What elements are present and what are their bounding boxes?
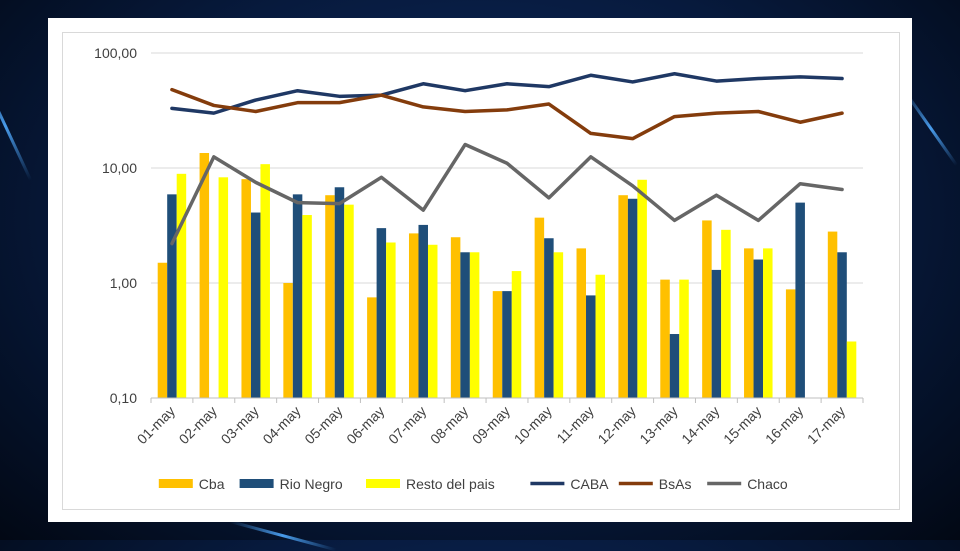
x-tick-label: 02-may [176,403,220,447]
y-axis-ticks: 100,00 10,00 1,00 0,10 [94,45,137,406]
bar-resto-del-pais [176,173,187,398]
bar-resto-del-pais [260,164,270,398]
bar-rio-negro [544,238,554,398]
bars [157,153,857,398]
bar-cba [702,220,712,398]
x-tick-label: 14-may [678,403,722,447]
bar-rio-negro [795,202,805,398]
bar-rio-negro [711,269,722,398]
bar-rio-negro [292,194,303,398]
legend-label-bsas: BsAs [659,476,692,492]
bar-cba [367,297,377,398]
legend-swatch-rio-negro [239,479,274,488]
bar-cba [450,237,461,398]
bar-resto-del-pais [637,179,647,398]
x-tick-label: 07-may [385,403,429,447]
x-tick-label: 09-may [469,403,513,447]
bar-rio-negro [167,194,177,398]
line-bsas [170,87,844,141]
bar-resto-del-pais [679,279,689,398]
bar-resto-del-pais [386,242,396,398]
legend-label-cba: Cba [199,476,225,492]
legend: Cba Rio Negro Resto del pais CABA BsAs Chaco [158,476,788,492]
background-streak [0,70,33,181]
bar-cba [827,231,838,398]
legend-label-chaco: Chaco [747,476,788,492]
bar-cba [283,283,293,398]
x-tick-label: 17-may [804,403,848,447]
legend-label-resto-del-pais: Resto del pais [406,476,495,492]
bar-resto-del-pais [721,229,731,398]
bar-cba [744,248,754,398]
y-tick-label: 1,00 [110,275,137,291]
bar-cba [157,262,168,398]
bar-rio-negro [250,212,261,398]
bar-resto-del-pais [511,271,522,398]
y-tick-label: 10,00 [102,160,137,176]
x-tick-label: 15-may [720,403,764,447]
bar-rio-negro [586,295,596,398]
bar-cba [785,289,796,398]
bar-cba [618,195,628,398]
y-tick-label: 100,00 [94,45,137,61]
x-tick-label: 04-may [259,403,303,447]
bar-cba [408,233,419,398]
x-tick-label: 06-may [343,403,387,447]
lines [170,72,844,246]
x-axis-ticks: 01-may02-may03-may04-may05-may06-may07-m… [134,403,848,447]
bar-rio-negro [502,291,512,398]
x-tick-label: 03-may [218,403,262,447]
x-tick-label: 05-may [301,403,345,447]
slide-panel: 100,00 10,00 1,00 0,10 01-may 02-may 03-may 04… [48,18,912,522]
line-chaco [170,142,844,246]
bar-rio-negro [627,198,638,398]
bar-resto-del-pais [302,215,312,398]
x-tick-label: 13-may [636,403,680,447]
bar-resto-del-pais [218,177,229,398]
bar-cba [576,248,587,398]
background-streak [229,520,337,551]
x-tick-label: 08-may [427,403,471,447]
bar-cba [534,217,545,398]
x-tick-label: 11-may [553,403,597,447]
x-tick-label: 16-may [762,403,806,447]
line-caba [170,72,844,115]
bar-rio-negro [334,187,345,398]
legend-swatch-cba [158,479,193,488]
legend-label-rio-negro: Rio Negro [280,476,343,492]
bar-rio-negro [460,252,470,398]
bar-cba [492,291,503,398]
bar-resto-del-pais [427,244,438,398]
bar-resto-del-pais [595,274,606,398]
bar-rio-negro [418,224,428,398]
x-tick-label: 01-may [134,403,178,447]
x-tick-label: 12-may [594,403,638,447]
bar-rio-negro [669,334,680,398]
bar-resto-del-pais [344,204,354,398]
bar-cba [199,153,210,398]
bar-cba [660,279,670,398]
bar-cba [325,195,335,398]
chart-frame: 100,00 10,00 1,00 0,10 01-may 02-may 03-may 04… [62,32,900,510]
bar-cba [241,179,251,398]
bar-resto-del-pais [846,341,857,398]
x-axis [150,397,864,403]
combo-chart: 100,00 10,00 1,00 0,10 01-may02-may03-may04… [94,45,864,492]
y-tick-label: 0,10 [110,390,137,406]
bar-rio-negro [376,228,387,398]
legend-label-caba: CABA [570,476,609,492]
bar-resto-del-pais [469,252,480,398]
bar-rio-negro [753,259,764,398]
bar-rio-negro [837,252,847,398]
x-tick-label: 10-may [511,403,555,447]
bar-resto-del-pais [763,248,773,398]
legend-swatch-resto-del-pais [366,479,400,488]
bar-resto-del-pais [553,252,564,398]
